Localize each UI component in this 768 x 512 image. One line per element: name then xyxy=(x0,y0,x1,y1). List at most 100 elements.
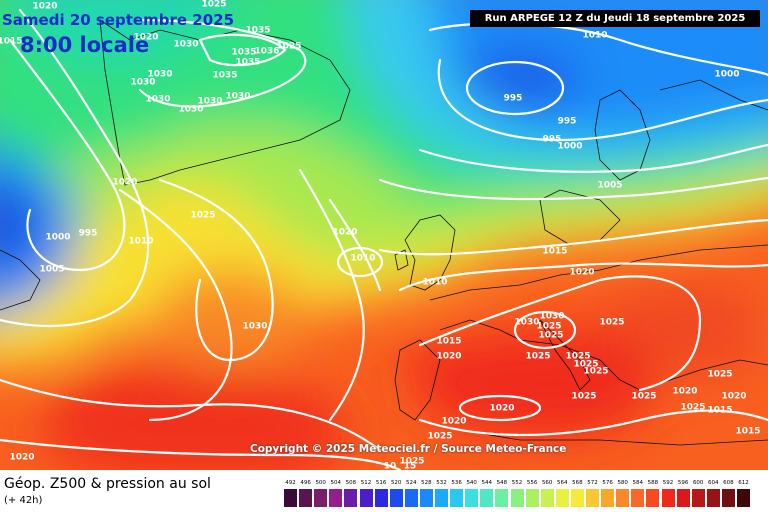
legend-swatch xyxy=(646,489,660,507)
legend-swatch xyxy=(344,489,358,507)
legend-swatch xyxy=(737,489,750,507)
isobar-label: 1020 xyxy=(133,33,158,43)
isobar-label: 1015 xyxy=(542,247,567,257)
isobar-label: 1030 xyxy=(242,322,267,332)
isobar-label: 1030 xyxy=(197,97,222,107)
footer-bar: Géop. Z500 & pression au sol (+ 42h) 492… xyxy=(0,470,768,512)
legend-label: 544 xyxy=(481,480,493,486)
legend-label: 572 xyxy=(587,480,598,486)
legend-label: 540 xyxy=(466,480,477,486)
isobar-label: 995 xyxy=(558,117,577,127)
legend-label: 556 xyxy=(526,480,538,486)
valid-date: Samedi 20 septembre 2025 xyxy=(2,11,235,29)
weather-map: 1020 1025 1015 1020 1030 1035 1035 1036 1035 1025… xyxy=(0,0,768,470)
isobar-label: 1010 xyxy=(128,237,153,247)
legend-swatch xyxy=(465,489,479,507)
legend-swatch xyxy=(284,489,297,507)
legend-label: 492 xyxy=(285,480,296,486)
isobar-label: 1005 xyxy=(597,181,622,191)
isobar-label: 1025 xyxy=(276,42,301,52)
legend-label: 568 xyxy=(572,480,583,486)
color-legend: 492 496 500 504 508 512 516 520 524 528 532 536 540 5… xyxy=(284,480,752,510)
isobar-label: 1005 xyxy=(39,265,64,275)
legend-swatch xyxy=(495,489,509,507)
legend-swatch xyxy=(661,489,675,507)
isobar-label: 1000 xyxy=(714,70,739,80)
isobar-label: 1025 xyxy=(680,403,705,413)
isobar-label: 1025 xyxy=(571,392,596,402)
legend-label: 500 xyxy=(315,480,326,486)
legend-swatch xyxy=(374,489,388,507)
legend-label: 520 xyxy=(390,480,402,486)
isobar-label: 1035 xyxy=(245,26,270,36)
isobar-label: 1010 xyxy=(582,31,607,41)
legend-label: 600 xyxy=(692,480,704,486)
legend-label: 580 xyxy=(617,480,628,486)
isobar-label: 1025 xyxy=(599,318,624,328)
isobar-label: 1015 xyxy=(735,427,760,437)
legend-swatch xyxy=(601,489,615,507)
legend-label: 564 xyxy=(557,480,568,486)
isobar-label: 1015 xyxy=(436,337,461,347)
isobar-label: 1020 xyxy=(489,404,514,414)
isobar-label: 1035 xyxy=(235,58,260,68)
legend-swatch xyxy=(631,489,645,507)
legend-label: 584 xyxy=(632,480,644,486)
isobar-label: 1020 xyxy=(569,268,594,278)
legend-label: 548 xyxy=(496,480,508,486)
legend-label: 516 xyxy=(375,480,387,486)
isobar-label: 1030 xyxy=(173,40,198,50)
legend-label: 536 xyxy=(451,480,462,486)
legend-swatch xyxy=(299,489,313,507)
legend-label: 524 xyxy=(406,480,417,486)
isobar-label: 1020 xyxy=(112,178,137,188)
isobar-label: 15 xyxy=(404,462,417,471)
isobar-label: 1020 xyxy=(672,387,697,397)
legend-label: 576 xyxy=(602,480,613,486)
isobar-label: 995 xyxy=(79,229,98,239)
isobar-label: 10 xyxy=(384,462,397,471)
isobar-label: 1020 xyxy=(9,453,34,463)
legend-swatch xyxy=(314,489,328,507)
legend-swatch xyxy=(329,489,343,507)
legend-label: 604 xyxy=(708,480,719,486)
legend-swatch xyxy=(616,489,630,507)
isobar-label: 1035 xyxy=(212,71,237,81)
isobar-label: 1020 xyxy=(332,228,357,238)
isobar-label: 1025 xyxy=(427,432,452,442)
legend-swatch xyxy=(450,489,464,507)
legend-label: 496 xyxy=(300,480,311,486)
isobar-label: 1000 xyxy=(45,233,70,243)
isobar-label: 1025 xyxy=(201,0,226,10)
legend-label: 596 xyxy=(677,480,689,486)
isobar-label: 1020 xyxy=(436,352,461,362)
isobar-label: 1025 xyxy=(583,367,608,377)
isobar-label: 1015 xyxy=(0,37,23,47)
legend-label: 528 xyxy=(421,480,432,486)
legend-label: 612 xyxy=(738,480,749,486)
legend-label: 508 xyxy=(345,480,357,486)
legend-label: 512 xyxy=(360,480,372,486)
legend-swatch xyxy=(555,489,569,507)
legend-label: 588 xyxy=(647,480,659,486)
isobar-label: 1025 xyxy=(399,457,424,467)
legend-swatch xyxy=(404,489,418,507)
isobar-label: 1020 xyxy=(32,2,57,12)
isobar-label: 1025 xyxy=(565,352,590,362)
legend-swatch xyxy=(540,489,554,507)
product-title: Géop. Z500 & pression au sol xyxy=(4,476,211,492)
isobar-label: 1030 xyxy=(225,92,250,102)
isobar-label: 1020 xyxy=(721,392,746,402)
legend-label: 504 xyxy=(330,480,342,486)
isobar-label: 1000 xyxy=(557,142,582,152)
legend-swatch xyxy=(525,489,539,507)
isobar-label: 1030 xyxy=(514,318,539,328)
run-info-banner: Run ARPEGE 12 Z du Jeudi 18 septembre 20… xyxy=(470,10,760,27)
isobar-label: 995 xyxy=(504,94,523,104)
isobar-label: 1030 xyxy=(145,95,170,105)
legend-swatch xyxy=(721,489,735,507)
isobar-label: 1030 xyxy=(130,78,155,88)
copyright-text: Copyright © 2025 Meteociel.fr / Source M… xyxy=(250,443,567,455)
